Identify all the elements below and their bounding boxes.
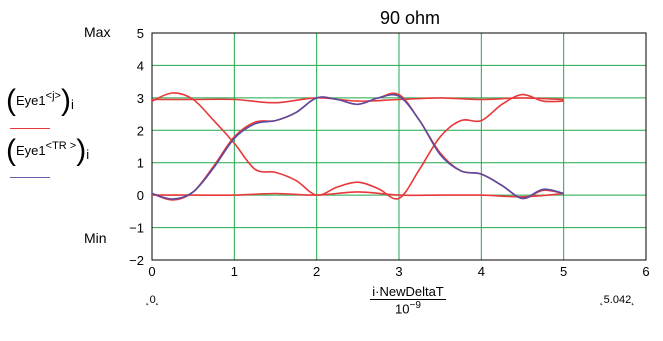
y-tick-label: −1 — [129, 221, 144, 236]
x-tick-label: 0 — [148, 264, 155, 279]
chart-title: 90 ohm — [380, 8, 440, 28]
legend-entry-j: (Eye1<j>)i — [6, 84, 74, 117]
legend-entry-tr: (Eye1<TR >)i — [6, 134, 90, 167]
y-tick-label: 4 — [137, 58, 144, 73]
legend-sup-tr: <TR > — [45, 139, 77, 152]
series-line-4 — [151, 93, 564, 200]
x-tick-label: 2 — [313, 264, 320, 279]
series-line-3 — [152, 191, 564, 198]
x-tick-label: 3 — [395, 264, 402, 279]
legend-sub-tr: i — [86, 146, 90, 162]
series-line-0 — [151, 92, 564, 201]
x-range-right-value: 5.042 — [603, 294, 632, 306]
x-axis-label-denominator: 10−9 — [370, 300, 446, 316]
y-tick-label: 0 — [137, 188, 144, 203]
y-tick-label: 5 — [137, 26, 144, 41]
x-axis-label: i·NewDeltaT 10−9 — [348, 284, 468, 316]
x-axis-denominator-exp: −9 — [409, 300, 421, 311]
y-min-label: Min — [84, 230, 107, 246]
x-tick-label: 1 — [231, 264, 238, 279]
plot-area: 0 1 2 3 4 5 6 −2 −1 0 1 2 3 4 5 — [129, 26, 649, 279]
x-tick-label: 6 — [642, 264, 649, 279]
series-line-2 — [152, 97, 564, 104]
legend-sup-j: <j> — [45, 89, 61, 102]
series-line-1 — [151, 92, 564, 200]
x-range-left-value: 0 — [149, 294, 156, 306]
legend-base-j: Eye1 — [16, 92, 46, 108]
legend-swatch-tr — [10, 177, 50, 178]
x-range-left-marker: ˛0˛ — [146, 294, 160, 306]
x-axis-denominator-base: 10 — [395, 301, 410, 317]
x-range-right-marker: ˛5.042˛ — [600, 294, 635, 306]
x-tick-label: 4 — [478, 264, 485, 279]
legend-base-tr: Eye1 — [16, 142, 46, 158]
x-axis-label-numerator: i·NewDeltaT — [370, 284, 446, 300]
y-tick-label: −2 — [129, 253, 144, 268]
legend-sub-j: i — [70, 96, 74, 112]
y-tick-label: 1 — [137, 156, 144, 171]
y-tick-label: 3 — [137, 91, 144, 106]
plot-frame — [151, 32, 647, 261]
y-tick-label: 2 — [137, 123, 144, 138]
legend-swatch-j — [10, 128, 50, 129]
y-max-label: Max — [84, 24, 111, 40]
x-tick-label: 5 — [560, 264, 567, 279]
